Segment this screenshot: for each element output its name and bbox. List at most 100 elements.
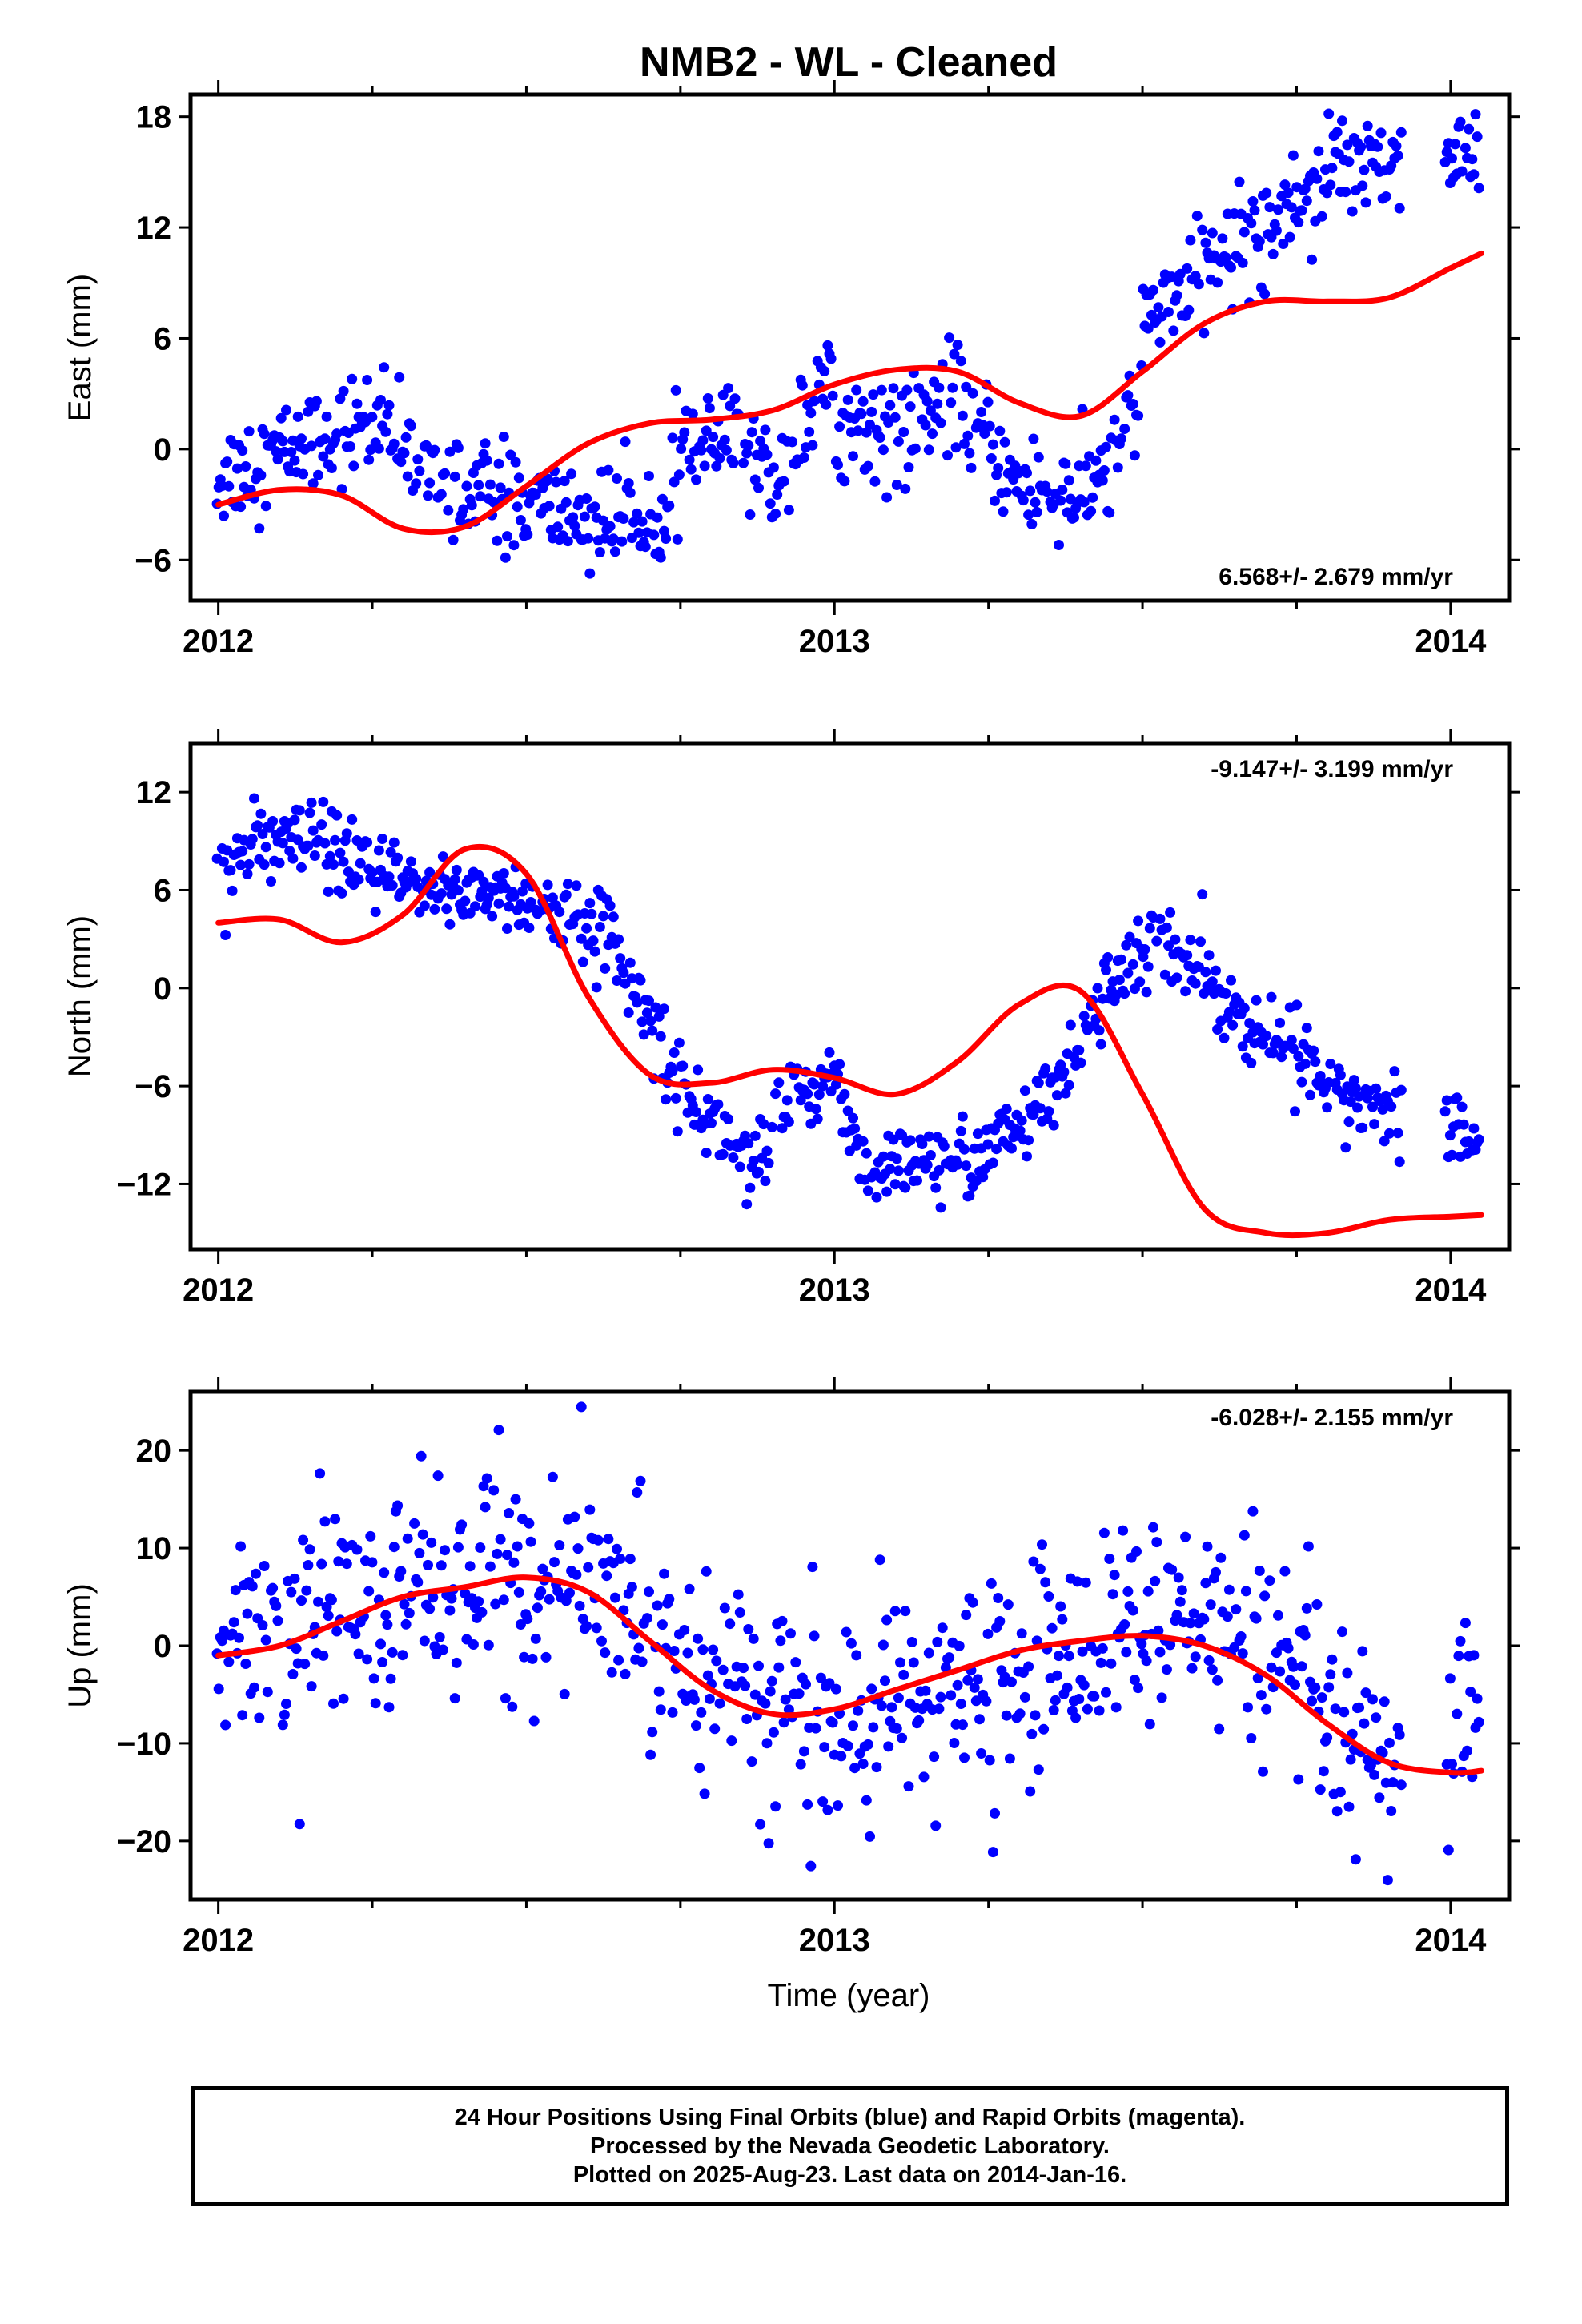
east-point xyxy=(935,417,946,428)
up-point xyxy=(1110,1702,1122,1713)
up-point xyxy=(1387,1777,1399,1788)
east-point xyxy=(1142,323,1154,334)
north-point xyxy=(921,1160,933,1171)
east-point xyxy=(1307,254,1318,265)
up-point xyxy=(944,1652,955,1663)
east-point xyxy=(552,521,564,533)
up-point xyxy=(536,1586,547,1597)
north-point xyxy=(331,810,343,821)
east-point xyxy=(347,373,358,384)
east-point xyxy=(701,425,712,436)
up-point xyxy=(483,1639,494,1651)
east-point xyxy=(768,462,779,473)
north-point xyxy=(923,1131,934,1142)
up-point xyxy=(1360,1687,1371,1699)
up-point xyxy=(940,1662,951,1673)
east-point xyxy=(1347,206,1358,217)
east-point xyxy=(1301,195,1312,207)
north-point xyxy=(834,1059,845,1070)
up-point xyxy=(1034,1563,1046,1574)
up-y-tick-label: 20 xyxy=(136,1433,172,1469)
east-point xyxy=(877,444,889,456)
north-point xyxy=(1212,1024,1223,1035)
up-point xyxy=(464,1561,476,1572)
east-point xyxy=(714,452,725,464)
up-point xyxy=(1014,1708,1026,1719)
up-point xyxy=(416,1450,427,1462)
up-point xyxy=(763,1838,774,1849)
up-point xyxy=(1118,1525,1129,1536)
north-point xyxy=(777,1123,788,1134)
up-point xyxy=(848,1720,858,1731)
east-point xyxy=(1168,325,1179,336)
up-point xyxy=(1190,1651,1201,1663)
east-point xyxy=(1311,173,1323,184)
up-point xyxy=(1151,1537,1162,1548)
north-point xyxy=(341,828,352,839)
east-point xyxy=(691,474,701,485)
east-point xyxy=(311,396,322,407)
up-point xyxy=(502,1550,512,1561)
east-point xyxy=(1467,154,1478,165)
up-point xyxy=(399,1598,410,1610)
up-point xyxy=(223,1656,235,1667)
east-point xyxy=(522,529,533,541)
up-point xyxy=(492,1548,503,1559)
up-point xyxy=(277,1719,288,1731)
up-point xyxy=(291,1643,302,1655)
east-point xyxy=(667,432,678,444)
north-point xyxy=(307,825,319,836)
east-point xyxy=(623,478,634,489)
north-point xyxy=(1141,987,1152,998)
north-point xyxy=(436,888,447,899)
east-point xyxy=(399,448,410,459)
up-point xyxy=(350,1629,361,1640)
north-point xyxy=(1075,1057,1086,1068)
up-point xyxy=(1337,1626,1347,1638)
east-point xyxy=(1455,116,1466,127)
up-point xyxy=(653,1686,665,1697)
up-point xyxy=(766,1675,777,1687)
east-point xyxy=(1183,304,1195,316)
east-point xyxy=(745,509,756,520)
up-point xyxy=(500,1693,511,1704)
east-point xyxy=(1254,235,1265,247)
up-point xyxy=(240,1659,251,1669)
up-point xyxy=(247,1581,258,1592)
east-point xyxy=(544,501,555,512)
north-point xyxy=(1092,983,1103,994)
up-point xyxy=(449,1693,460,1704)
up-point xyxy=(571,1569,582,1580)
up-point xyxy=(1094,1705,1105,1716)
east-point xyxy=(259,428,270,440)
north-point xyxy=(1394,1156,1405,1168)
up-point xyxy=(1046,1622,1058,1634)
up-point xyxy=(652,1600,663,1611)
up-point xyxy=(404,1607,415,1618)
east-point xyxy=(373,443,384,454)
up-point xyxy=(456,1519,468,1530)
east-point xyxy=(903,462,914,472)
up-point xyxy=(385,1673,396,1684)
north-point xyxy=(839,1088,850,1100)
east-point xyxy=(721,444,732,456)
north-point xyxy=(1223,1007,1235,1018)
east-point xyxy=(670,384,681,396)
up-point xyxy=(932,1636,943,1647)
north-point xyxy=(871,1192,882,1203)
north-point xyxy=(1290,1106,1300,1117)
east-point xyxy=(804,426,815,437)
north-point xyxy=(1119,988,1130,999)
north-point xyxy=(338,856,349,867)
up-point xyxy=(1214,1723,1225,1735)
up-point xyxy=(645,1749,656,1760)
north-point xyxy=(1065,1019,1076,1031)
up-point xyxy=(331,1626,343,1637)
east-point xyxy=(998,506,1009,517)
north-point xyxy=(266,876,276,887)
up-point xyxy=(918,1771,930,1783)
east-point xyxy=(1327,163,1338,174)
east-point xyxy=(770,509,781,519)
east-point xyxy=(729,393,741,404)
up-point xyxy=(1359,1718,1370,1729)
